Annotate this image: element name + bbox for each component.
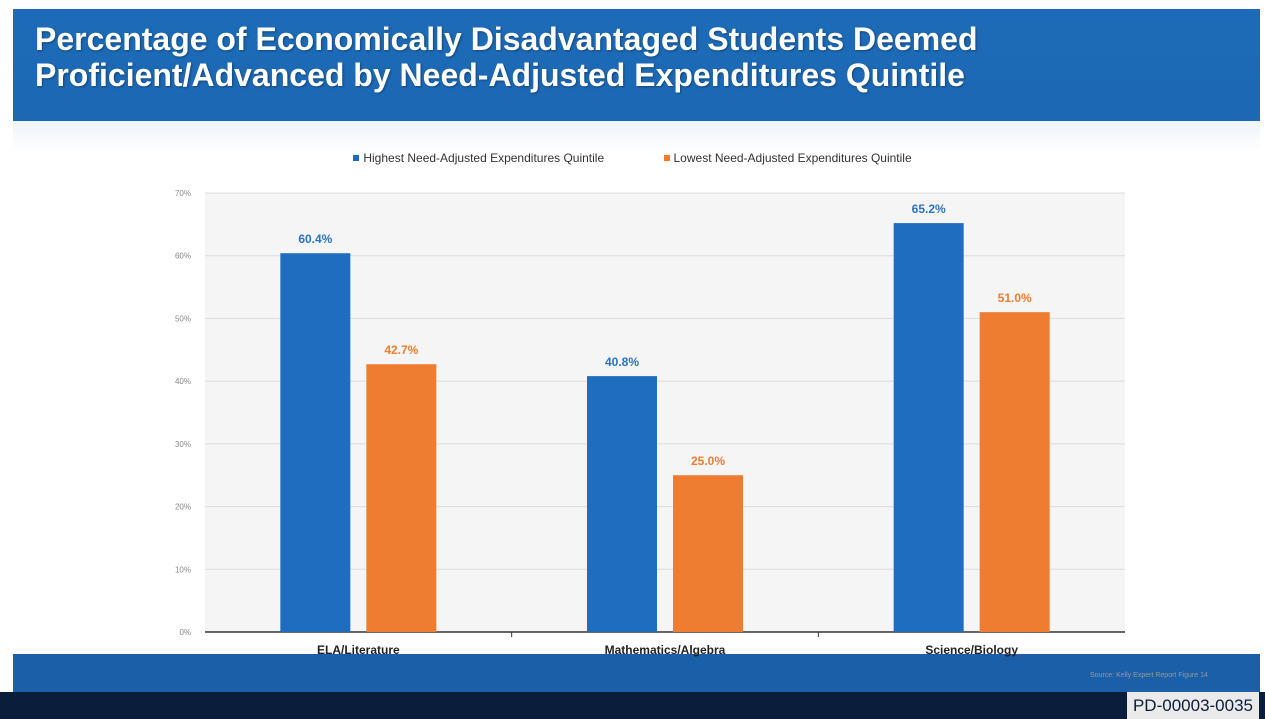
title-line-2: Proficient/Advanced by Need-Adjusted Exp… xyxy=(35,57,965,93)
legend-label-lowest: Lowest Need-Adjusted Expenditures Quinti… xyxy=(673,151,912,165)
data-label: 60.4% xyxy=(298,232,332,246)
y-tick-label: 10% xyxy=(175,565,191,574)
bar-highest xyxy=(587,376,657,632)
y-tick-label: 0% xyxy=(179,628,191,637)
legend-label-highest: Highest Need-Adjusted Expenditures Quint… xyxy=(363,151,605,165)
source-note: Source: Kelly Expert Report Figure 14 xyxy=(1090,672,1208,679)
chart-legend: Highest Need-Adjusted Expenditures Quint… xyxy=(0,150,1265,165)
legend-swatch-highest xyxy=(353,155,360,161)
data-label: 40.8% xyxy=(605,355,639,369)
plot-area xyxy=(205,193,1125,632)
legend-item-highest: Highest Need-Adjusted Expenditures Quint… xyxy=(353,151,604,165)
y-tick-label: 20% xyxy=(175,503,191,512)
data-label: 25.0% xyxy=(691,454,725,468)
bar-lowest xyxy=(979,312,1050,632)
footer-bar xyxy=(13,654,1260,692)
slide-title: Percentage of Economically Disadvantaged… xyxy=(35,21,1235,93)
y-tick-label: 30% xyxy=(175,440,191,449)
bar-lowest xyxy=(673,475,743,632)
bar-lowest xyxy=(366,364,437,632)
legend-swatch-lowest xyxy=(663,155,670,161)
title-line-1: Percentage of Economically Disadvantaged… xyxy=(35,21,978,57)
legend-item-lowest: Lowest Need-Adjusted Expenditures Quinti… xyxy=(663,151,912,165)
x-category-label: Science/Biology xyxy=(925,643,1018,657)
y-tick-label: 50% xyxy=(175,314,191,323)
x-category-label: Mathematics/Algebra xyxy=(605,643,726,657)
y-tick-label: 60% xyxy=(175,252,191,261)
bottom-strip xyxy=(0,692,1265,719)
x-category-label: ELA/Literature xyxy=(317,643,400,657)
data-label: 42.7% xyxy=(384,343,418,357)
data-label: 65.2% xyxy=(912,202,946,216)
y-tick-label: 40% xyxy=(175,377,191,386)
bar-highest xyxy=(280,253,351,632)
bar-highest xyxy=(893,223,964,633)
data-label: 51.0% xyxy=(998,291,1032,305)
document-id: PD-00003-0035 xyxy=(1126,692,1259,719)
y-tick-label: 70% xyxy=(175,189,191,198)
